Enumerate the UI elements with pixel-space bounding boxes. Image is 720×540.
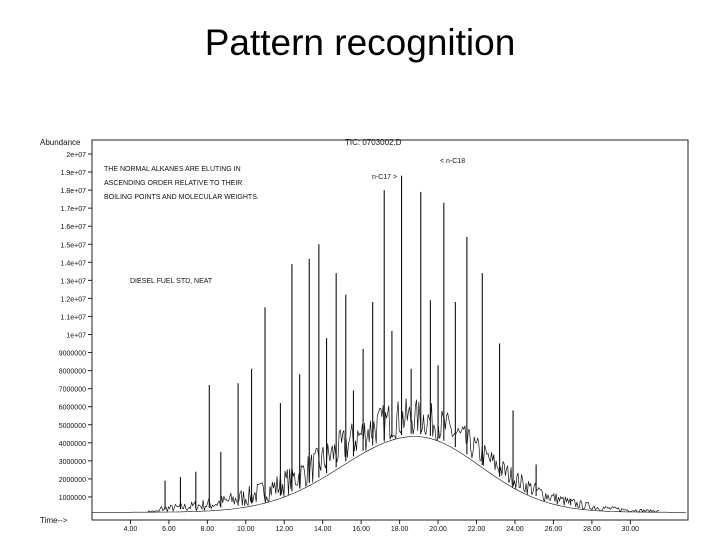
file-label: TIC: 0703002.D [345, 138, 402, 147]
x-tick-label: 22.00 [468, 526, 486, 533]
y-tick-label: 1.1e+07 [61, 314, 87, 321]
x-tick-label: 6.00 [162, 526, 176, 533]
y-tick-label: 1.9e+07 [61, 170, 87, 177]
x-axis: 4.00 6.00 8.00 10.00 12.00 14.00 16.00 18.00 20.… [124, 520, 640, 533]
unresolved-hump-line [92, 436, 687, 513]
y-tick-label: 9000000 [59, 351, 86, 358]
slide-title: Pattern recognition [204, 22, 516, 63]
minor-peaks-trace [147, 398, 659, 513]
peak-label-c17: n-C17 > [372, 174, 397, 181]
note-line-3: BOILING POINTS AND MOLECULAR WEIGHTS. [104, 194, 259, 201]
y-tick-label: 1.5e+07 [61, 242, 87, 249]
y-tick-label: 1e+07 [66, 333, 86, 340]
x-tick-label: 30.00 [622, 526, 640, 533]
x-tick-label: 8.00 [201, 526, 215, 533]
note-line-1: THE NORMAL ALKANES ARE ELUTING IN [104, 166, 241, 173]
y-tick-label: 4000000 [59, 441, 86, 448]
y-tick-label: 2000000 [59, 477, 86, 484]
y-axis: 1000000 2000000 3000000 4000000 5000000 60000… [59, 152, 92, 502]
x-tick-label: 26.00 [545, 526, 563, 533]
x-tick-label: 18.00 [391, 526, 409, 533]
plot-frame [91, 139, 689, 521]
y-tick-label: 5000000 [59, 423, 86, 430]
x-tick-label: 12.00 [275, 526, 293, 533]
y-tick-label: 1000000 [59, 495, 86, 502]
x-tick-label: 16.00 [352, 526, 370, 533]
x-axis-label: Time--> [40, 516, 68, 525]
sample-label: DIESEL FUEL STD, NEAT [130, 278, 213, 285]
y-axis-label: Abundance [40, 138, 81, 147]
y-tick-label: 1.2e+07 [61, 296, 87, 303]
y-tick-label: 1.3e+07 [61, 278, 87, 285]
x-tick-label: 14.00 [314, 526, 332, 533]
note-line-2: ASCENDING ORDER RELATIVE TO THEIR [104, 180, 242, 187]
y-tick-label: 1.7e+07 [61, 206, 87, 213]
note-annotation: THE NORMAL ALKANES ARE ELUTING IN ASCEND… [104, 166, 259, 201]
major-peaks [164, 175, 572, 510]
y-tick-label: 1.4e+07 [61, 260, 87, 267]
peak-label-c18: < n-C18 [440, 158, 465, 165]
y-tick-label: 8000000 [59, 369, 86, 376]
x-tick-label: 28.00 [583, 526, 601, 533]
x-tick-label: 4.00 [124, 526, 138, 533]
x-tick-label: 20.00 [429, 526, 447, 533]
y-tick-label: 2e+07 [66, 152, 86, 159]
y-tick-label: 3000000 [59, 459, 86, 466]
y-tick-label: 7000000 [59, 387, 86, 394]
y-tick-label: 1.6e+07 [61, 224, 87, 231]
x-tick-label: 10.00 [237, 526, 255, 533]
y-tick-label: 1.8e+07 [61, 188, 87, 195]
y-tick-label: 6000000 [59, 405, 86, 412]
x-tick-label: 24.00 [506, 526, 524, 533]
